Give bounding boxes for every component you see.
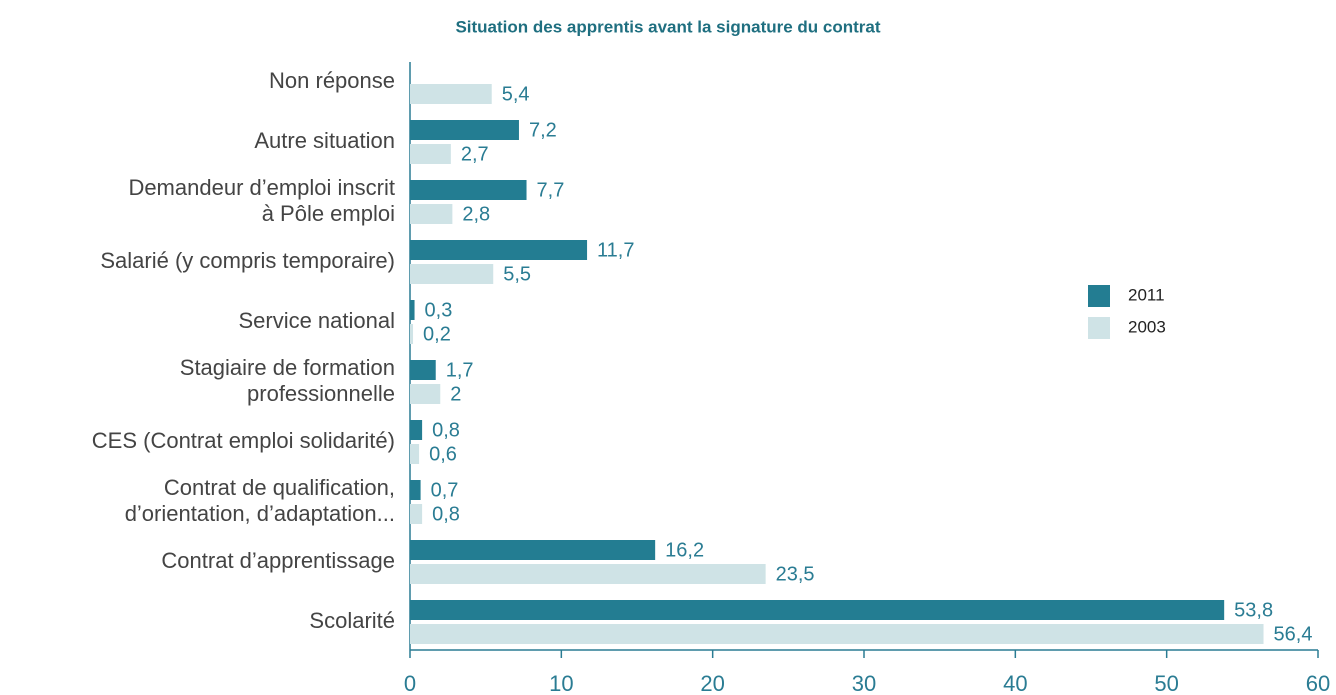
category-line: Salarié (y compris temporaire) [100,248,395,273]
category-label: CES (Contrat emploi solidarité) [92,428,395,453]
value-label: 56,4 [1274,623,1313,645]
bar [410,300,415,320]
category-label: Non réponse [269,68,395,93]
value-label: 0,8 [432,419,460,441]
bar [410,600,1225,620]
value-label: 1,7 [446,359,474,381]
bar [410,540,656,560]
value-label: 7,7 [537,179,565,201]
x-tick-label: 30 [852,671,876,695]
value-label: 11,7 [597,239,634,261]
value-label: 0,8 [432,503,460,525]
category-label: Stagiaire de formation professionnelle [180,355,395,406]
bar [410,624,1264,644]
chart-title: Situation des apprentis avant la signatu… [455,17,880,36]
category-line: d’orientation, d’adaptation... [125,501,395,526]
category-line: Autre situation [254,128,395,153]
bar [410,180,527,200]
category-line: Non réponse [269,68,395,93]
category-line: professionnelle [247,381,395,406]
bar [410,564,766,584]
value-label: 0,6 [429,443,457,465]
bar [410,384,441,404]
category-line: Scolarité [309,608,395,633]
x-tick-label: 0 [404,671,416,695]
value-label: 2,7 [461,143,489,165]
category-label: Salarié (y compris temporaire) [100,248,395,273]
category-line: Demandeur d’emploi inscrit [128,175,395,200]
category-line: Contrat d’apprentissage [161,548,395,573]
category-line: à Pôle emploi [262,201,395,226]
value-label: 16,2 [665,539,704,561]
bar [410,144,451,164]
category-label: Contrat d’apprentissage [161,548,395,573]
value-label: 53,8 [1234,599,1273,621]
value-label: 7,2 [529,119,557,141]
bar [410,480,421,500]
bar [410,444,420,464]
value-label: 5,4 [502,83,530,105]
x-tick-label: 40 [1003,671,1027,695]
bar [410,420,423,440]
x-tick-label: 50 [1154,671,1178,695]
value-label: 0,2 [423,323,451,345]
x-tick-label: 60 [1306,671,1330,695]
bar [410,240,588,260]
bar [410,120,519,140]
value-label: 2,8 [462,203,490,225]
value-label: 2 [450,383,461,405]
value-label: 0,7 [431,479,459,501]
bar [410,204,453,224]
x-tick-label: 10 [549,671,573,695]
category-label: Demandeur d’emploi inscrit à Pôle emploi [128,175,395,226]
x-tick-label: 20 [700,671,724,695]
category-line: CES (Contrat emploi solidarité) [92,428,395,453]
category-label: Contrat de qualification, d’orientation, … [125,475,395,526]
bar [410,360,436,380]
bar [410,264,494,284]
bar [410,84,492,104]
bar [410,324,414,344]
legend-label: 2003 [1128,317,1166,336]
value-label: 5,5 [503,263,531,285]
bar [410,504,423,524]
legend-swatch [1088,285,1110,307]
category-line: Stagiaire de formation [180,355,395,380]
value-label: 0,3 [425,299,453,321]
category-line: Contrat de qualification, [164,475,395,500]
legend-label: 2011 [1128,285,1165,304]
category-line: Service national [238,308,395,333]
category-label: Autre situation [254,128,395,153]
category-label: Scolarité [309,608,395,633]
category-label: Service national [238,308,395,333]
value-label: 23,5 [776,563,815,585]
legend-swatch [1088,317,1110,339]
